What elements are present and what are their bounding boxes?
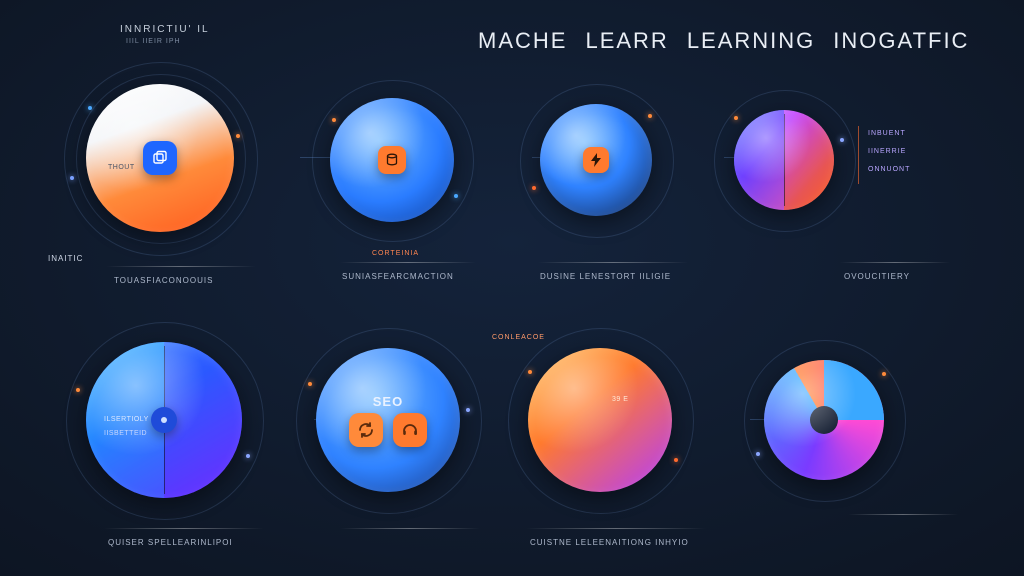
orb-center-text: SEO — [348, 394, 428, 409]
decor-dot — [246, 454, 250, 458]
decor-dot — [674, 458, 678, 462]
orb-hub-icon — [378, 146, 406, 174]
caption-rule — [848, 514, 958, 515]
caption-rule — [538, 262, 688, 263]
orb-hub-icon — [143, 141, 177, 175]
decor-dot — [734, 116, 738, 120]
page-title: MACHE LEARR LEARNING INOGATFIC — [478, 28, 969, 54]
orb-inner-hole — [810, 406, 838, 434]
decor-dot — [454, 194, 458, 198]
orb-hub-icon — [349, 413, 383, 447]
caption-rule — [340, 528, 480, 529]
orb-subcaption: CORTEINIA — [372, 250, 419, 257]
decor-dot — [88, 106, 92, 110]
decor-dot — [528, 370, 532, 374]
orb-disc — [528, 348, 672, 492]
decor-dot — [756, 452, 760, 456]
page-title-segment: INOGATFIC — [833, 28, 969, 53]
orb-hub-icon — [583, 147, 609, 173]
decor-dot — [236, 134, 240, 138]
orb-hub-icon — [151, 407, 177, 433]
decor-dot — [308, 382, 312, 386]
infographic-stage: MACHE LEARR LEARNING INOGATFIC INNRICTIU' IL… — [0, 0, 1024, 576]
caption-rule — [104, 528, 264, 529]
orb-caption: TOUASFIACONOOUIS — [114, 276, 213, 285]
orb-inner-label: THOUT — [108, 164, 135, 171]
caption-rule — [526, 528, 706, 529]
caption-rule — [106, 266, 256, 267]
orb-inner-label: ILSERTIOLY — [104, 416, 149, 423]
decor-dot — [882, 372, 886, 376]
caption-rule — [340, 262, 476, 263]
orb-subcaption: CONLEACOE — [492, 334, 545, 341]
orb-disc — [316, 348, 460, 492]
orb-split-seam — [784, 114, 785, 206]
page-title-segment: MACHE — [478, 28, 567, 53]
orb-inner-label: 39 E — [612, 396, 628, 403]
page-title-segment: LEARNING — [687, 28, 815, 53]
decor-dot — [466, 408, 470, 412]
decor-dot — [70, 176, 74, 180]
orb-caption: DUSINE LENESTORT IILIGIE — [540, 272, 671, 281]
decor-dot — [76, 388, 80, 392]
decor-dot — [840, 138, 844, 142]
side-list-separator — [858, 126, 859, 184]
orb-inner-label: IISBETTEID — [104, 430, 147, 437]
page-title-segment: LEARR — [585, 28, 668, 53]
side-list-item: IINERRIE — [868, 148, 906, 155]
caption-rule — [840, 262, 950, 263]
orb-caption: QUISER SPELLEARINLIPOI — [108, 538, 233, 547]
axis-label: INAITIC — [48, 254, 83, 263]
orb-caption: CUISTNE LELEENAITIONG INHYIO — [530, 538, 689, 547]
side-list-item: INBUENT — [868, 130, 906, 137]
orb-caption: SUNIASFEARCMACTION — [342, 272, 454, 281]
corner-label: INNRICTIU' IL — [120, 24, 210, 35]
decor-dot — [648, 114, 652, 118]
corner-sublabel: IIIL IIEIR IPH — [126, 38, 181, 45]
orb-hub-icon — [393, 413, 427, 447]
decor-dot — [532, 186, 536, 190]
decor-dot — [332, 118, 336, 122]
orb-caption: OVOUCITIERY — [844, 272, 910, 281]
side-list-item: ONNUONT — [868, 166, 910, 173]
